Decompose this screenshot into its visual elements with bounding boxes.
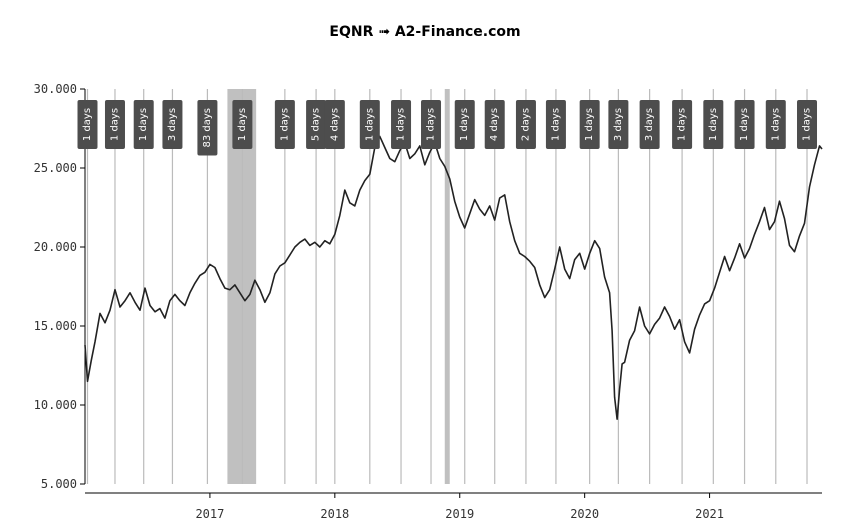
event-label: 3 days xyxy=(608,100,629,149)
x-tick-label: 2021 xyxy=(695,507,724,521)
event-label: 1 days xyxy=(133,100,154,149)
event-label-box xyxy=(579,100,600,149)
event-label: 1 days xyxy=(765,100,786,149)
event-label-text: 1 days xyxy=(396,108,407,141)
event-label: 1 days xyxy=(232,100,253,149)
event-label: 1 days xyxy=(454,100,475,149)
event-label-box xyxy=(104,100,125,149)
event-label-box xyxy=(797,100,818,149)
event-label-box xyxy=(454,100,475,149)
event-label-text: 1 days xyxy=(584,108,595,141)
x-tick-label: 2019 xyxy=(445,507,474,521)
event-label-box xyxy=(765,100,786,149)
event-label: 1 days xyxy=(703,100,724,149)
x-tick-label: 2020 xyxy=(570,507,599,521)
event-label-text: 1 days xyxy=(677,108,688,141)
event-label-text: 5 days xyxy=(311,108,322,141)
event-label: 1 days xyxy=(545,100,566,149)
event-label: 1 days xyxy=(104,100,125,149)
event-label-text: 1 days xyxy=(739,108,750,141)
y-tick-label: 20.000 xyxy=(34,240,77,254)
event-label-text: 1 days xyxy=(82,108,93,141)
event-label-text: 1 days xyxy=(109,108,120,141)
event-label-box xyxy=(324,100,345,149)
event-label-box xyxy=(391,100,412,149)
event-label-text: 1 days xyxy=(708,108,719,141)
event-label-text: 1 days xyxy=(770,108,781,141)
event-label-text: 1 days xyxy=(364,108,375,141)
event-label-box xyxy=(545,100,566,149)
event-label-text: 3 days xyxy=(644,108,655,141)
event-label: 2 days xyxy=(515,100,536,149)
event-label: 1 days xyxy=(797,100,818,149)
y-tick-label: 30.000 xyxy=(34,82,77,96)
price-line xyxy=(84,135,823,420)
event-label-text: 1 days xyxy=(138,108,149,141)
chart-title: EQNR ➟ A2-Finance.com xyxy=(329,24,521,40)
event-label-text: 4 days xyxy=(489,108,500,141)
x-tick-label: 2018 xyxy=(320,507,349,521)
event-label-box xyxy=(734,100,755,149)
event-label: 1 days xyxy=(359,100,380,149)
event-label-text: 1 days xyxy=(279,108,290,141)
event-label-text: 1 days xyxy=(459,108,470,141)
event-label: 1 days xyxy=(391,100,412,149)
event-label: 1 days xyxy=(274,100,295,149)
y-tick-label: 15.000 xyxy=(34,319,77,333)
event-label-text: 1 days xyxy=(802,108,813,141)
event-label-text: 3 days xyxy=(167,108,178,141)
event-label: 1 days xyxy=(579,100,600,149)
event-label: 1 days xyxy=(672,100,693,149)
event-label: 3 days xyxy=(639,100,660,149)
event-label-box xyxy=(274,100,295,149)
event-label-box xyxy=(672,100,693,149)
x-tick-label: 2017 xyxy=(195,507,224,521)
event-label-text: 4 days xyxy=(329,108,340,141)
event-label: 5 days xyxy=(306,100,327,149)
y-tick-label: 25.000 xyxy=(34,161,77,175)
event-label-box xyxy=(232,100,253,149)
event-label-text: 1 days xyxy=(237,108,248,141)
y-tick-label: 10.000 xyxy=(34,398,77,412)
event-label-text: 1 days xyxy=(426,108,437,141)
shaded-period xyxy=(444,89,450,484)
event-label-box xyxy=(515,100,536,149)
event-label: 83 days xyxy=(197,100,218,156)
y-tick-label: 5.000 xyxy=(41,477,77,491)
event-label-box xyxy=(133,100,154,149)
event-label-box xyxy=(359,100,380,149)
event-label: 1 days xyxy=(421,100,442,149)
event-label-box xyxy=(197,100,218,156)
event-label-text: 2 days xyxy=(520,108,531,141)
event-label-box xyxy=(77,100,98,149)
event-label: 3 days xyxy=(162,100,183,149)
event-label: 1 days xyxy=(77,100,98,149)
event-label: 1 days xyxy=(734,100,755,149)
event-label-text: 83 days xyxy=(202,108,213,148)
event-label-box xyxy=(421,100,442,149)
event-label-box xyxy=(608,100,629,149)
event-label: 4 days xyxy=(484,100,505,149)
event-label: 4 days xyxy=(324,100,345,149)
event-label-box xyxy=(639,100,660,149)
event-label-box xyxy=(306,100,327,149)
event-label-text: 1 days xyxy=(550,108,561,141)
event-label-box xyxy=(484,100,505,149)
event-label-box xyxy=(162,100,183,149)
event-label-box xyxy=(703,100,724,149)
event-label-text: 3 days xyxy=(613,108,624,141)
